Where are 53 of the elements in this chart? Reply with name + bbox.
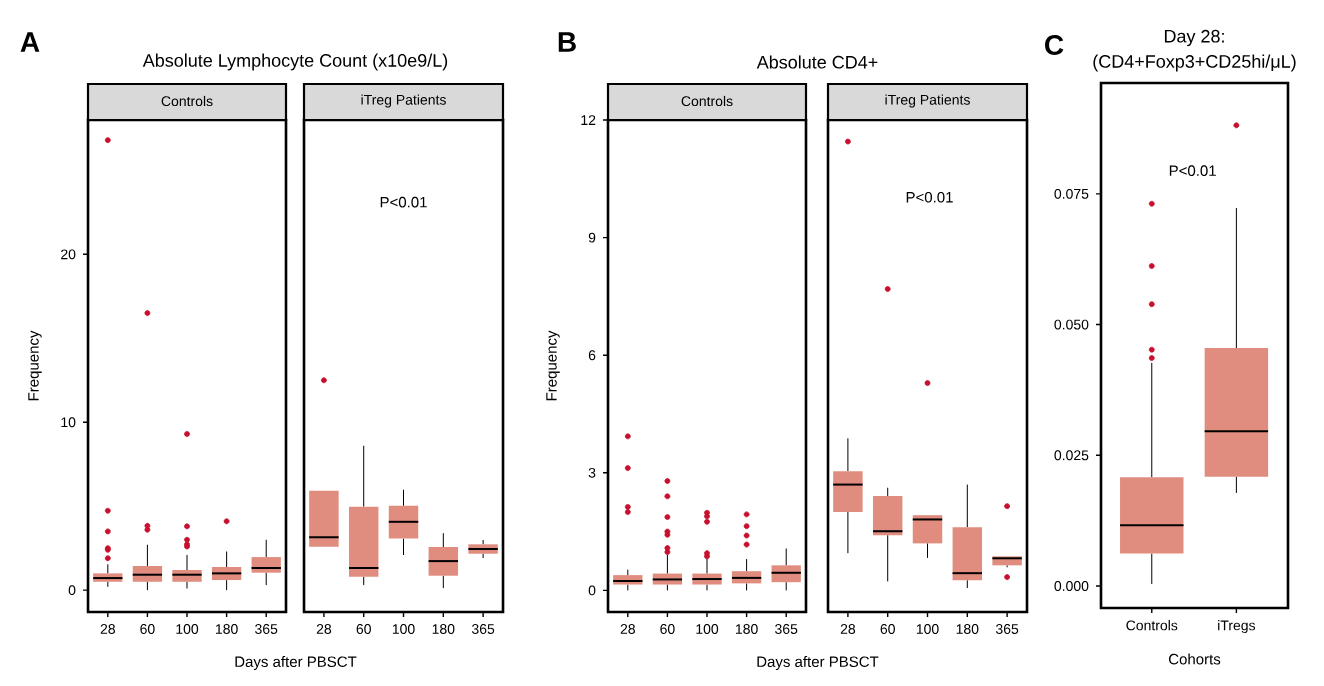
- y-tick-label: 0: [588, 585, 596, 596]
- x-tick-label: 28: [316, 624, 332, 634]
- chart-subtitle: Controls: [681, 95, 733, 107]
- x-tick-label: 60: [140, 624, 155, 634]
- chart-title: Absolute CD4+: [756, 55, 878, 69]
- x-tick-label: 180: [956, 624, 979, 634]
- y-tick-label: 0.050: [1054, 319, 1089, 330]
- x-tick-label: 180: [216, 624, 238, 634]
- x-tick-label: 100: [392, 624, 415, 634]
- chart-subtitle: Controls: [161, 95, 213, 107]
- x-tick-label: Controls: [1126, 620, 1178, 631]
- x-axis-title: Days after PBSCT: [235, 656, 357, 670]
- x-axis-title: Cohorts: [1168, 653, 1221, 665]
- x-tick-label: 180: [432, 624, 455, 634]
- y-tick-label: 0.000: [1054, 581, 1089, 591]
- y-tick-label: 0: [68, 585, 76, 596]
- x-tick-label: 28: [620, 624, 635, 634]
- annotation: P<0.01: [1169, 165, 1216, 176]
- chart-subtitle: iTreg Patients: [885, 94, 970, 108]
- y-axis-title: Frequency: [28, 330, 42, 401]
- chart-title: Absolute Lymphocyte Count (x10e9/L): [142, 53, 448, 71]
- chart-title: Day 28:: [1164, 29, 1224, 47]
- chart-subtitle: (CD4+Foxp3+CD25hi/μL): [1093, 54, 1296, 72]
- y-tick-label: 3: [588, 467, 596, 478]
- y-tick-label: 12: [581, 115, 596, 125]
- annotation: P<0.01: [380, 196, 427, 208]
- x-tick-label: 365: [471, 624, 495, 634]
- y-tick-label: 0.025: [1054, 450, 1089, 461]
- x-tick-label: 60: [660, 624, 675, 634]
- x-axis-title: Days after PBSCT: [757, 656, 879, 670]
- y-tick-label: 0.075: [1054, 188, 1089, 199]
- x-tick-label: 180: [735, 624, 758, 634]
- x-tick-label: 365: [995, 624, 1019, 634]
- x-tick-label: 365: [255, 624, 278, 634]
- x-tick-label: 100: [176, 624, 199, 634]
- x-tick-label: 28: [840, 624, 856, 634]
- text: C: [1045, 35, 1064, 55]
- chart-subtitle: iTreg Patients: [361, 94, 446, 108]
- x-tick-label: 60: [880, 624, 895, 634]
- x-tick-label: 60: [356, 624, 371, 634]
- x-tick-label: 100: [916, 624, 939, 634]
- text: A: [20, 32, 40, 52]
- y-tick-label: 6: [588, 350, 596, 361]
- text: B: [558, 32, 576, 52]
- annotation: P<0.01: [906, 191, 953, 203]
- x-tick-label: 28: [100, 624, 115, 634]
- y-axis-title: Frequency: [546, 330, 560, 401]
- x-tick-label: 100: [696, 624, 719, 634]
- y-tick-label: 20: [61, 249, 76, 260]
- y-tick-label: 9: [588, 232, 596, 243]
- y-tick-label: 10: [61, 417, 76, 428]
- x-tick-label: 365: [775, 624, 798, 634]
- x-tick-label: iTregs: [1218, 620, 1256, 634]
